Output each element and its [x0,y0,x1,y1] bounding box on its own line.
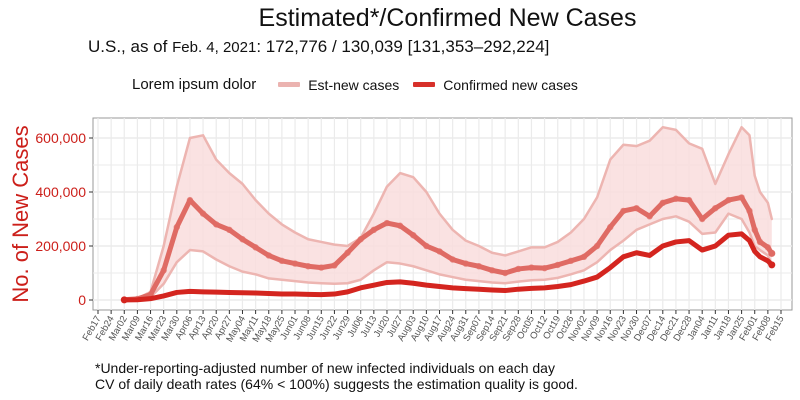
estimate-point [291,260,299,267]
estimate-point [567,257,575,265]
estimate-point [462,260,469,267]
estimate-point [659,199,666,206]
legend-key-confirmed [413,82,436,87]
estimate-point [304,263,312,270]
footnote-2: CV of daily death rates (64% < 100%) sug… [95,376,578,392]
estimate-point [756,238,764,246]
legend-item-confirmed: Confirmed new cases [413,77,578,93]
estimate-point [423,242,430,250]
subtitle-date: Feb. 4, 2021 [172,39,257,56]
estimate-point [344,249,351,256]
y-tick-label: 600,000 [35,130,86,146]
estimate-point [173,223,181,231]
estimate-point [541,264,548,272]
legend-item-est: Est-new cases [278,77,399,93]
footnotes: *Under-reporting-adjusted number of new … [95,360,578,392]
subtitle-prefix: U.S., as of [88,37,173,56]
estimate-point [226,226,233,233]
y-tick-label: 200,000 [35,238,86,254]
lower-bound-line [123,212,774,301]
estimate-point [646,213,653,220]
estimate-point [160,267,167,274]
legend-title: Lorem ipsum dolor [132,76,257,93]
estimate-point [436,248,443,255]
chart-title: Estimated*/Confirmed New Cases [258,4,637,32]
estimate-point [633,205,640,212]
legend-key-est [278,82,301,87]
estimate-point [252,244,259,251]
estimate-point [213,221,220,228]
estimate-point [725,196,732,204]
estimate-point [746,207,753,215]
upper-bound-line [123,125,774,301]
estimate-point [449,256,456,263]
estimate-point [318,264,325,271]
estimate-point [620,207,627,215]
estimate-point [475,263,483,270]
axes: 0200,000400,000600,000Feb17Feb24Mar02Mar… [35,130,786,344]
estimate-point [239,236,246,243]
estimate-band [124,127,772,300]
legend: Lorem ipsum dolor Est-new cases Confirme… [132,76,592,93]
estimate-point [501,269,509,277]
estimate-point [410,232,417,239]
estimate-point [607,223,614,231]
y-tick-label: 0 [78,292,86,308]
estimate-point [370,226,378,233]
estimate-point [672,195,680,202]
estimate-point [528,264,535,271]
estimate-point [751,226,758,233]
estimate-point [396,222,404,229]
footnote-1: *Under-reporting-adjusted number of new … [95,360,555,376]
estimate-point [764,244,772,251]
estimate-point [593,242,601,250]
confirmed-line [121,231,775,303]
estimate-point [685,196,693,204]
confirmed-start-point [120,296,128,304]
chart-subtitle: U.S., as of Feb. 4, 2021: 172,776 / 130,… [88,37,549,57]
legend-label-est: Est-new cases [308,76,400,93]
estimate-point [712,205,719,212]
estimate-point [698,215,706,223]
estimate-point [331,262,338,269]
estimate-point [186,196,194,204]
y-axis-label: No. of New Cases [8,125,33,302]
legend-label-confirmed: Confirmed new cases [443,76,578,93]
estimate-point [278,257,286,265]
estimate-point [265,252,272,259]
y-tick-label: 400,000 [35,184,86,200]
estimate-end-point [768,249,776,257]
chart-marks [120,125,776,304]
subtitle-values: : 172,776 / 130,039 [131,353–292,224] [256,37,550,56]
estimate-point [515,265,522,273]
estimate-point [199,210,207,217]
estimate-point [488,267,496,274]
estimate-point [580,253,588,260]
confirmed-end-point [768,261,776,269]
estimate-point [738,194,745,201]
estimate-point [554,261,561,269]
estimate-point [383,219,391,227]
estimate-point [357,236,364,243]
